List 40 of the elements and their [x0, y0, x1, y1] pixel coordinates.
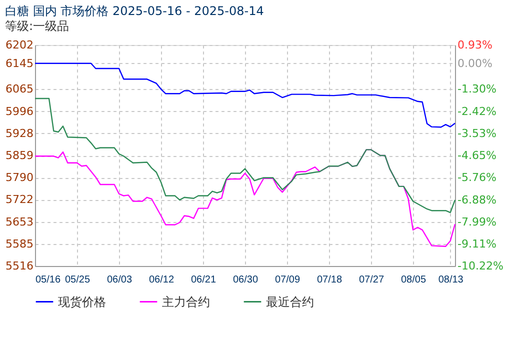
y2-tick-label: 0.00% — [458, 56, 492, 70]
chart-subtitle: 等级:一级品 — [5, 19, 70, 33]
y-tick-label: 5928 — [6, 126, 34, 140]
x-tick-label: 08/13 — [438, 274, 464, 286]
line-series — [34, 62, 456, 128]
y-tick-label: 6065 — [6, 82, 34, 96]
x-tick-label: 06/03 — [106, 274, 132, 286]
y-tick-label: 6145 — [6, 56, 34, 70]
y-tick-label: 5722 — [6, 193, 34, 206]
x-tick-label: 07/09 — [274, 274, 300, 286]
x-tick-label: 06/12 — [148, 274, 174, 286]
y2-tick-label: -1.30% — [458, 82, 496, 96]
y2-tick-label: -10.22% — [458, 260, 504, 272]
x-tick-label: 07/27 — [358, 274, 384, 286]
y-tick-label: 5653 — [6, 215, 34, 228]
legend-label: 主力合约 — [162, 294, 210, 309]
y2-tick-label: -3.53% — [458, 126, 496, 140]
y2-tick-label: -4.65% — [458, 149, 496, 162]
x-tick-label: 05/25 — [64, 274, 90, 286]
x-tick-label: 07/18 — [316, 274, 342, 286]
y2-tick-label: -2.42% — [458, 104, 496, 118]
chart-title: 白糖 国内 市场价格 2025-05-16 - 2025-08-14 — [5, 4, 264, 18]
x-tick-label: 05/16 — [36, 274, 61, 286]
y2-tick-label: -9.11% — [458, 238, 496, 250]
y-tick-label: 5516 — [6, 260, 34, 272]
x-tick-label: 08/05 — [400, 274, 426, 286]
y2-tick-label: -6.88% — [458, 193, 496, 206]
y-tick-label: 5585 — [6, 237, 34, 250]
x-tick-label: 06/30 — [232, 274, 258, 286]
y-tick-label: 6202 — [6, 38, 34, 52]
x-tick-label: 06/21 — [190, 274, 216, 286]
y2-tick-label: -7.99% — [458, 215, 496, 228]
y-tick-label: 5859 — [6, 149, 34, 162]
y2-tick-label: 0.93% — [458, 38, 492, 52]
y-tick-label: 5790 — [6, 171, 34, 184]
y-tick-label: 5996 — [6, 104, 34, 118]
y2-tick-label: -5.76% — [458, 171, 496, 184]
legend-label: 现货价格 — [58, 294, 106, 309]
line-series — [34, 98, 456, 214]
legend-label: 最近合约 — [266, 294, 314, 309]
